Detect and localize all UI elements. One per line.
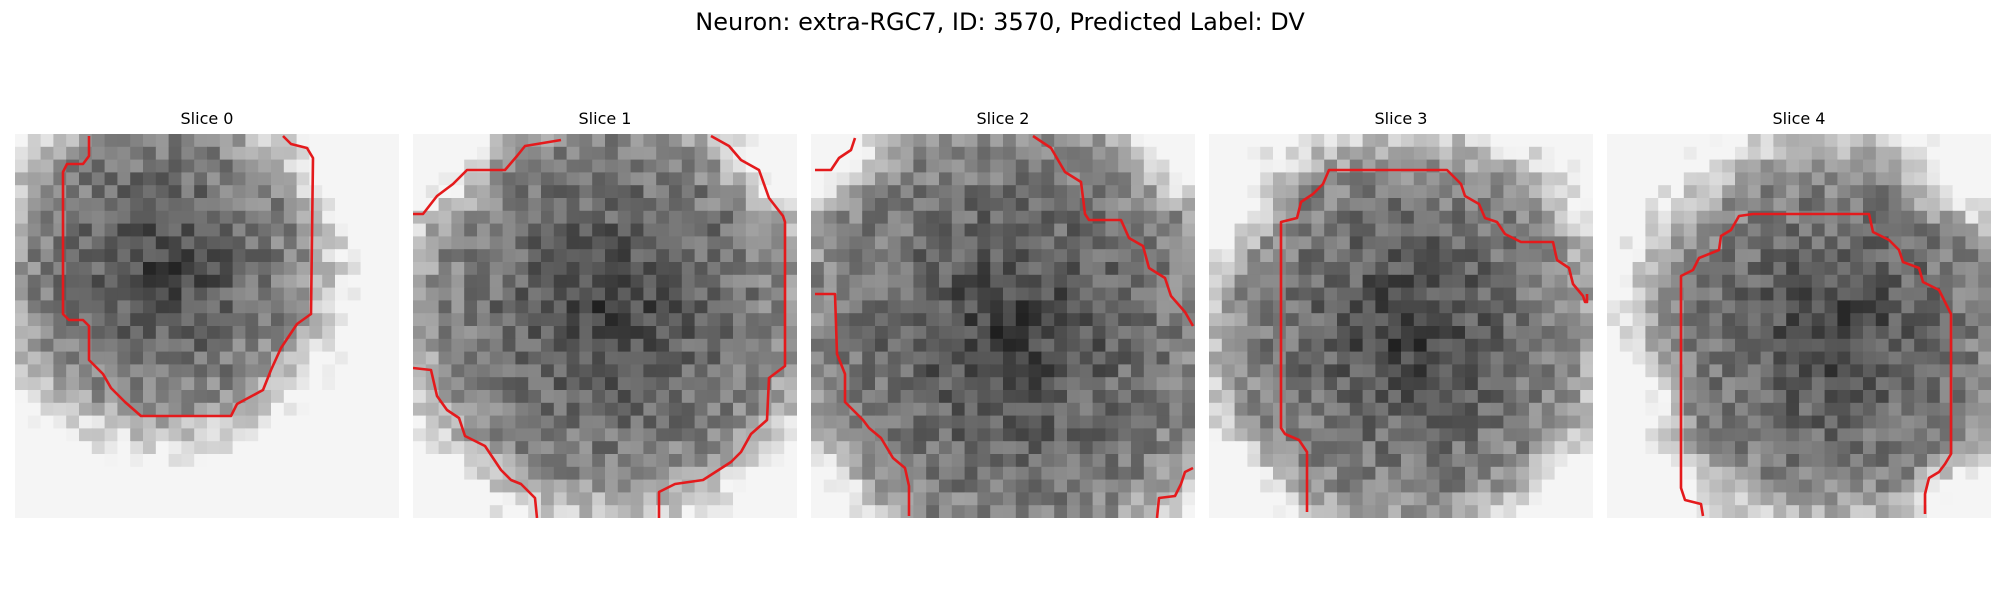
segmentation-contour <box>815 292 911 516</box>
segmentation-contour <box>1032 134 1195 327</box>
segmentation-contour <box>1279 168 1589 512</box>
segmentation-contour <box>815 137 857 172</box>
slice-image <box>1209 134 1593 518</box>
slice-image <box>15 134 399 518</box>
grayscale-pixel-grid <box>413 134 797 518</box>
segmentation-contour <box>1679 212 1953 517</box>
slice-title: Slice 3 <box>1374 109 1428 128</box>
slice-title: Slice 4 <box>1772 109 1826 128</box>
grayscale-pixel-grid <box>1209 134 1593 518</box>
slice-image <box>1607 134 1991 518</box>
slice-image <box>811 134 1195 518</box>
slice-panel-3: Slice 3 <box>1209 108 1593 520</box>
segmentation-contour <box>61 135 315 418</box>
segmentation-contour <box>413 138 562 216</box>
segmentation-contour <box>657 134 787 518</box>
slice-image <box>413 134 797 518</box>
slice-panel-0: Slice 0 <box>15 108 399 520</box>
segmentation-contour <box>1155 466 1194 518</box>
figure-title: Neuron: extra-RGC7, ID: 3570, Predicted … <box>695 8 1305 36</box>
grayscale-pixel-grid <box>15 134 399 518</box>
slice-panel-1: Slice 1 <box>413 108 797 520</box>
slice-panel-4: Slice 4 <box>1607 108 1991 520</box>
grayscale-pixel-grid <box>811 134 1195 518</box>
slice-title: Slice 2 <box>976 109 1030 128</box>
slice-title: Slice 0 <box>180 109 234 128</box>
grayscale-pixel-grid <box>1607 134 1991 518</box>
slice-title: Slice 1 <box>578 109 632 128</box>
slice-panel-2: Slice 2 <box>811 108 1195 520</box>
segmentation-contour <box>413 366 539 518</box>
